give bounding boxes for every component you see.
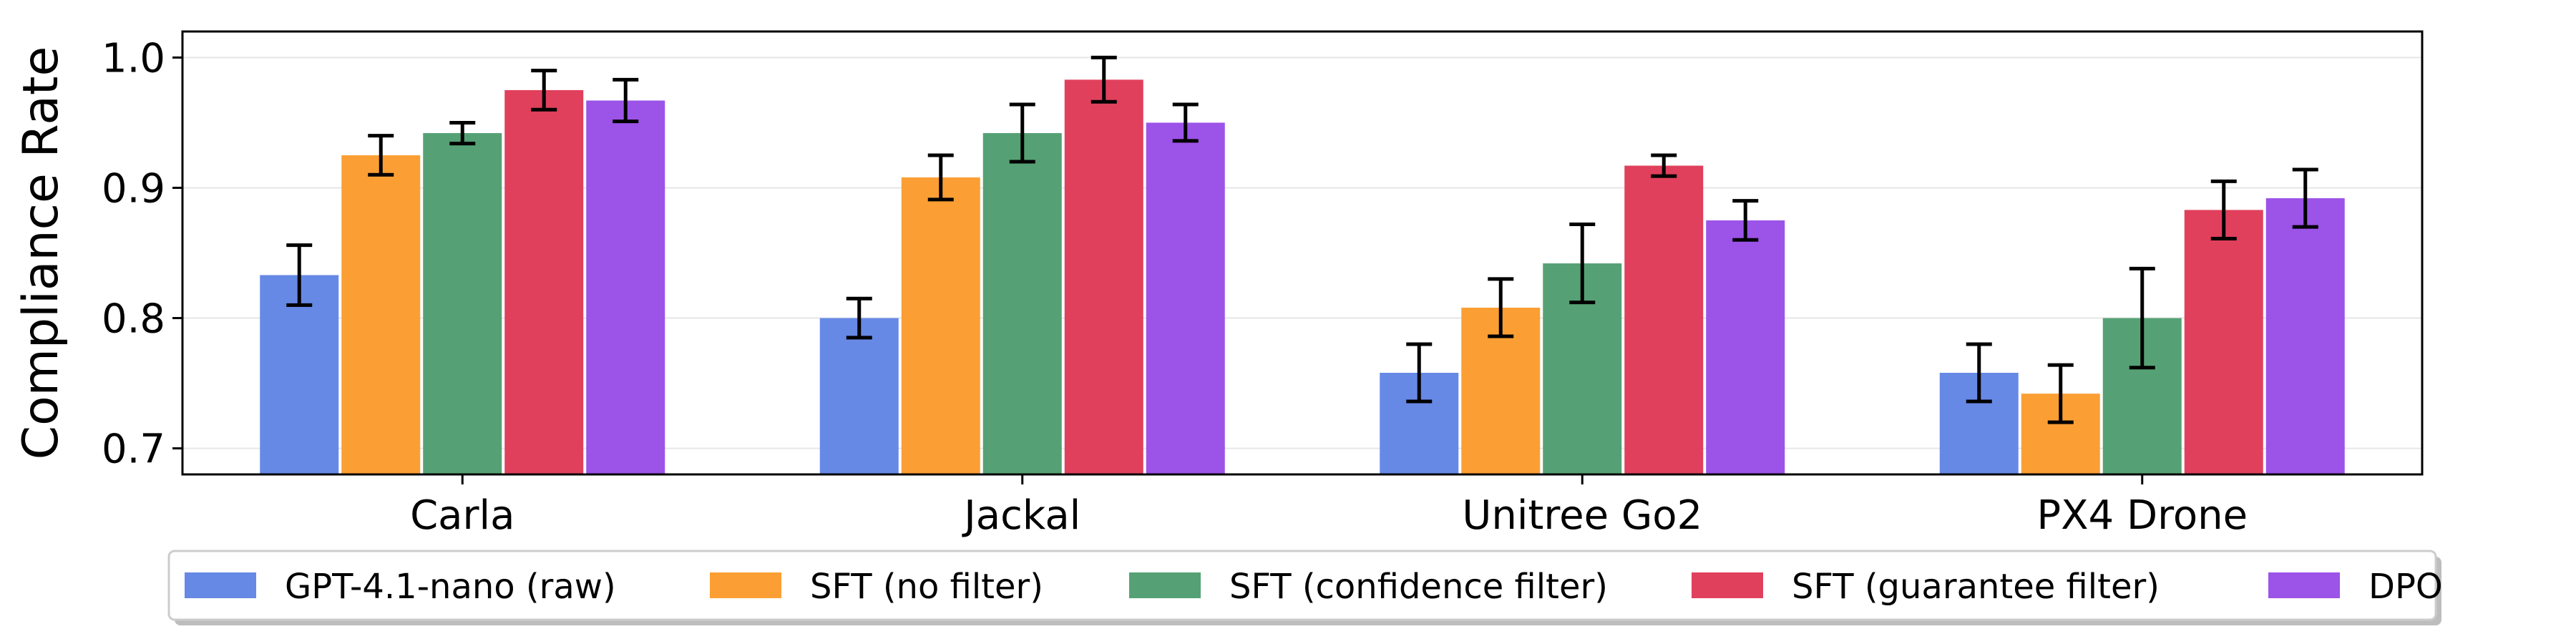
bar	[901, 177, 980, 474]
y-tick-label: 0.8	[102, 296, 165, 343]
bar	[504, 89, 584, 475]
y-axis-title: Compliance Rate	[13, 47, 69, 460]
legend-label: GPT-4.1-nano (raw)	[285, 567, 616, 607]
bar	[1706, 220, 1785, 474]
error-bar	[1091, 55, 1117, 104]
error-bar	[1651, 153, 1677, 178]
error-bar	[846, 296, 872, 340]
legend-item: SFT (confidence filter)	[1129, 567, 1608, 607]
legend-items: GPT-4.1-nano (raw) SFT (no filter) SFT (co…	[185, 567, 2443, 607]
bar	[1624, 165, 1704, 475]
error-bar	[613, 77, 639, 124]
legend-swatch	[1692, 572, 1763, 598]
legend-swatch	[1129, 572, 1201, 598]
bar	[2265, 198, 2345, 474]
error-bar	[1966, 342, 1992, 404]
legend-swatch	[710, 572, 781, 598]
error-bar	[927, 153, 954, 202]
error-bar	[1009, 102, 1035, 164]
x-tick-label: Jackal	[962, 492, 1080, 539]
error-bar	[531, 69, 557, 112]
bars	[260, 79, 2345, 475]
legend-label: SFT (no filter)	[810, 567, 1043, 607]
legend-item: SFT (no filter)	[710, 567, 1043, 607]
error-bar	[2210, 179, 2237, 240]
x-tick-label: PX4 Drone	[2036, 492, 2248, 539]
bar	[1146, 122, 1225, 475]
x-tick-label: Carla	[410, 492, 514, 539]
legend-item: SFT (guarantee filter)	[1692, 567, 2160, 607]
x-tick-label: Unitree Go2	[1462, 492, 1702, 539]
bar	[2184, 210, 2263, 474]
legend-label: SFT (guarantee filter)	[1792, 567, 2160, 607]
legend-box	[167, 550, 2437, 621]
y-axis-ticks: 0.7 0.8 0.9 1.0	[102, 35, 182, 473]
error-bars	[286, 55, 2318, 424]
y-tick-label: 0.9	[102, 165, 165, 212]
legend-swatch	[185, 572, 256, 598]
error-bar	[2047, 363, 2074, 424]
y-tick-label: 1.0	[102, 35, 165, 82]
bar	[260, 275, 339, 474]
legend-item: GPT-4.1-nano (raw)	[185, 567, 616, 607]
error-bar	[1488, 277, 1514, 338]
legend-swatch	[2268, 572, 2340, 598]
legend: GPT-4.1-nano (raw) SFT (no filter) SFT (co…	[167, 550, 2443, 625]
bar	[982, 133, 1062, 474]
error-bar	[1732, 199, 1759, 242]
y-tick-label: 0.7	[102, 426, 165, 473]
error-bar	[1172, 102, 1199, 143]
legend-label: SFT (confidence filter)	[1229, 567, 1608, 607]
bar	[423, 133, 502, 474]
error-bar	[286, 243, 313, 307]
error-bar	[1569, 222, 1596, 305]
bar	[586, 100, 665, 474]
bar	[1064, 79, 1143, 475]
error-bar	[368, 134, 394, 177]
error-bar	[2292, 167, 2318, 229]
plot-frame	[181, 30, 2424, 476]
x-axis-ticks: Carla Jackal Unitree Go2 PX4 Drone	[410, 474, 2248, 539]
bar	[341, 155, 421, 475]
error-bar	[2129, 266, 2155, 370]
legend-label: DPO	[2368, 567, 2443, 607]
error-bar	[1406, 342, 1433, 404]
bar	[819, 318, 899, 474]
error-bar	[449, 120, 476, 146]
legend-item: DPO	[2268, 567, 2443, 607]
